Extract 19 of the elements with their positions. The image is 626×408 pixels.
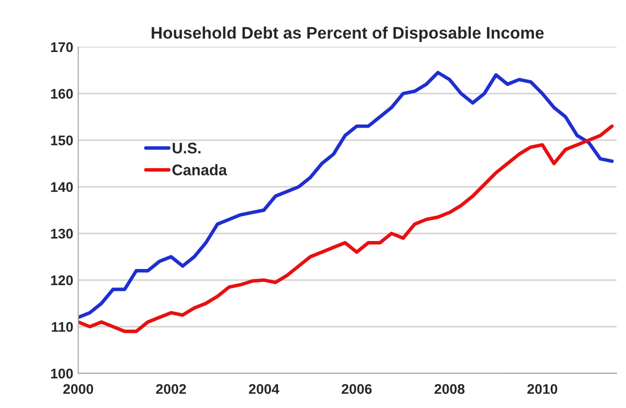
y-tick-label: 160 [51, 88, 73, 99]
x-tick-label: 2006 [342, 384, 372, 394]
x-tick-label: 2004 [248, 384, 280, 394]
line-series [78, 70, 614, 320]
y-tick-label: 130 [51, 228, 73, 239]
x-tick-label: 2000 [63, 384, 94, 394]
y-tick-label: 100 [51, 368, 73, 378]
legend-label: Canada [172, 164, 228, 176]
x-tick-label: 2002 [156, 384, 186, 394]
y-tick-label: 110 [52, 322, 73, 332]
x-tick-label: 2008 [434, 384, 465, 394]
y-tick-label: 120 [51, 275, 73, 286]
y-tick-label: 170 [51, 42, 73, 52]
x-tick-label: 2010 [527, 384, 558, 394]
chart-title: Household Debt as Percent of Disposable Income [152, 26, 544, 42]
y-tick-label: 140 [51, 182, 73, 192]
legend-label: U.S. [172, 142, 200, 154]
line-series [78, 124, 614, 334]
y-tick-label: 150 [51, 136, 73, 146]
